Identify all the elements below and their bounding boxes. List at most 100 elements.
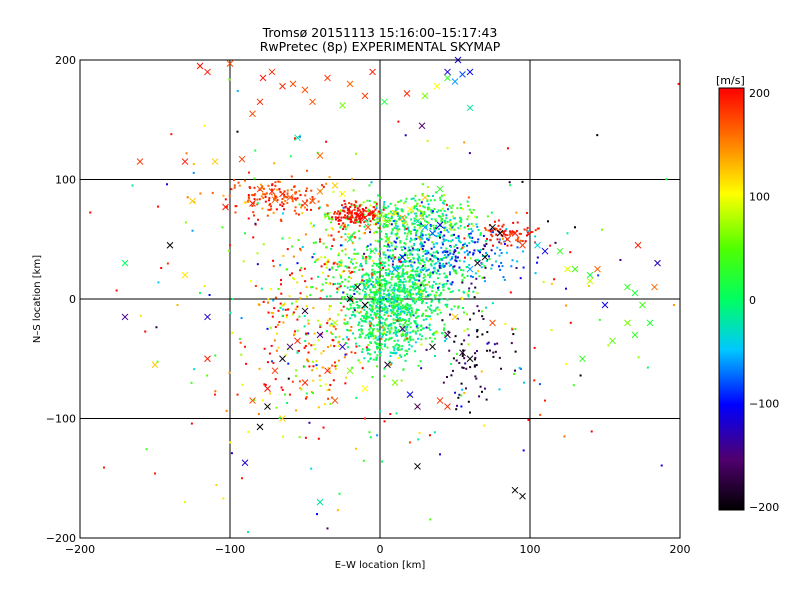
data-point xyxy=(296,351,299,354)
data-point xyxy=(353,267,356,270)
data-point xyxy=(441,243,444,246)
data-point xyxy=(419,262,422,265)
data-point xyxy=(475,349,478,352)
data-point xyxy=(397,306,400,309)
data-point xyxy=(482,248,485,251)
data-point xyxy=(373,298,376,301)
data-point xyxy=(388,219,391,222)
data-point xyxy=(441,264,444,267)
data-point xyxy=(451,267,454,270)
data-point xyxy=(404,271,407,274)
data-point xyxy=(433,245,436,248)
data-point xyxy=(299,269,302,272)
data-point xyxy=(421,301,424,304)
data-point xyxy=(365,310,368,313)
data-point xyxy=(480,266,483,269)
data-point xyxy=(397,258,400,261)
data-point xyxy=(311,369,314,372)
x-tick-label: −100 xyxy=(215,543,245,556)
data-point xyxy=(396,294,399,297)
data-point xyxy=(340,276,343,279)
data-point xyxy=(401,290,404,293)
data-point xyxy=(452,217,455,220)
data-cross xyxy=(256,185,264,193)
data-cross xyxy=(346,80,354,88)
data-cross xyxy=(651,283,658,291)
data-point xyxy=(387,255,390,258)
data-point xyxy=(390,322,393,325)
data-point xyxy=(272,361,275,364)
data-point xyxy=(334,367,337,370)
data-point xyxy=(248,185,251,188)
data-point xyxy=(457,396,460,399)
data-point xyxy=(430,299,433,302)
data-point xyxy=(327,234,330,237)
data-point xyxy=(408,230,411,233)
data-point xyxy=(409,293,412,296)
data-point xyxy=(410,288,413,291)
data-point xyxy=(318,379,321,382)
data-point xyxy=(370,250,373,253)
data-point xyxy=(351,270,354,273)
data-point xyxy=(411,247,414,250)
data-point xyxy=(408,249,411,252)
data-point xyxy=(400,208,403,211)
data-point xyxy=(494,252,497,255)
data-point xyxy=(372,286,375,289)
data-point xyxy=(403,219,406,222)
data-point xyxy=(369,324,372,327)
data-point xyxy=(378,265,381,268)
data-cross xyxy=(309,197,316,205)
data-point xyxy=(378,221,381,224)
data-point xyxy=(563,435,566,438)
data-point xyxy=(363,232,366,235)
data-point xyxy=(304,436,307,439)
data-point xyxy=(388,286,391,289)
data-point xyxy=(253,194,256,197)
data-point xyxy=(375,298,378,301)
data-point xyxy=(269,326,272,329)
data-point xyxy=(359,318,362,321)
data-point xyxy=(410,269,413,272)
data-point xyxy=(521,240,524,243)
data-point xyxy=(406,276,409,279)
data-point xyxy=(365,346,368,349)
data-point xyxy=(338,492,341,495)
data-point xyxy=(340,224,343,227)
data-point xyxy=(312,241,315,244)
data-point xyxy=(433,227,436,230)
data-point xyxy=(378,280,381,283)
data-point xyxy=(346,293,349,296)
data-point xyxy=(519,367,522,370)
data-point xyxy=(414,330,417,333)
data-point xyxy=(425,314,428,317)
data-point xyxy=(398,298,401,301)
data-point xyxy=(459,224,462,227)
data-point xyxy=(362,210,365,213)
data-point xyxy=(329,324,332,327)
data-point xyxy=(416,279,419,282)
data-point xyxy=(354,152,357,155)
data-point xyxy=(430,318,433,321)
data-point xyxy=(421,269,424,272)
data-point xyxy=(490,230,493,233)
data-point xyxy=(477,250,480,253)
data-point xyxy=(305,187,308,190)
data-point xyxy=(397,274,400,277)
data-point xyxy=(466,253,469,256)
data-point xyxy=(436,257,439,260)
data-point xyxy=(386,289,389,292)
data-point xyxy=(374,278,377,281)
data-point xyxy=(519,232,522,235)
data-point xyxy=(319,297,322,300)
data-point xyxy=(460,394,463,397)
data-point xyxy=(351,242,354,245)
data-point xyxy=(253,186,256,189)
data-point xyxy=(482,317,485,320)
data-point xyxy=(401,304,404,307)
data-cross xyxy=(511,486,519,494)
data-point xyxy=(579,374,582,377)
data-point xyxy=(277,180,280,183)
data-point xyxy=(439,293,442,296)
data-point xyxy=(433,199,436,202)
